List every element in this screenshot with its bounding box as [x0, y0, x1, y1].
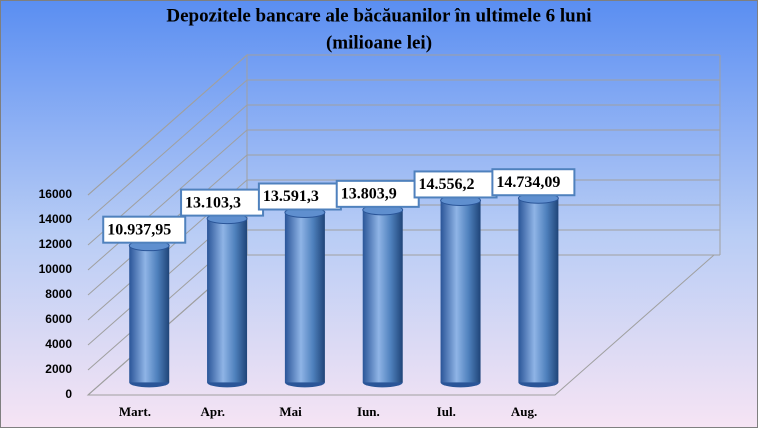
- bar: [518, 198, 559, 383]
- x-tick-label: Mart.: [119, 404, 151, 419]
- data-label-box: [102, 215, 187, 244]
- bar: [362, 209, 403, 383]
- data-label-box: [413, 170, 498, 199]
- grid-line: [87, 104, 720, 246]
- y-tick-label: 6000: [45, 312, 72, 326]
- data-label-box: [335, 179, 420, 208]
- bar: [284, 212, 325, 383]
- data-label: 13.103,3: [185, 194, 241, 211]
- data-label: 14.734,09: [496, 174, 560, 191]
- data-label: 14.556,2: [419, 176, 475, 193]
- data-label: 13.591,3: [263, 188, 319, 205]
- x-tick-label: Iul.: [437, 404, 456, 419]
- data-label: 10.937,95: [107, 221, 171, 238]
- data-label: 13.803,9: [341, 186, 397, 203]
- bar: [440, 200, 481, 383]
- chart-title: Depozitele bancare ale băcăuanilor în ul…: [166, 5, 591, 26]
- x-tick-label: Apr.: [201, 404, 225, 419]
- y-tick-label: 0: [65, 387, 72, 401]
- y-tick-label: 10000: [39, 262, 73, 276]
- y-tick-label: 12000: [39, 237, 73, 251]
- x-tick-label: Mai: [279, 404, 302, 419]
- y-tick-label: 8000: [45, 287, 72, 301]
- data-label-box: [491, 168, 576, 197]
- x-tick-label: Iun.: [357, 404, 380, 419]
- y-tick-label: 2000: [45, 362, 72, 376]
- chart-subtitle: (milioane lei): [326, 32, 432, 53]
- bar: [129, 245, 170, 383]
- x-tick-label: Aug.: [511, 404, 537, 419]
- grid-line: [87, 79, 720, 221]
- y-tick-label: 16000: [39, 187, 73, 201]
- y-tick-label: 14000: [39, 212, 73, 226]
- grid-line: [87, 54, 720, 196]
- bar: [207, 218, 248, 383]
- y-tick-label: 4000: [45, 337, 72, 351]
